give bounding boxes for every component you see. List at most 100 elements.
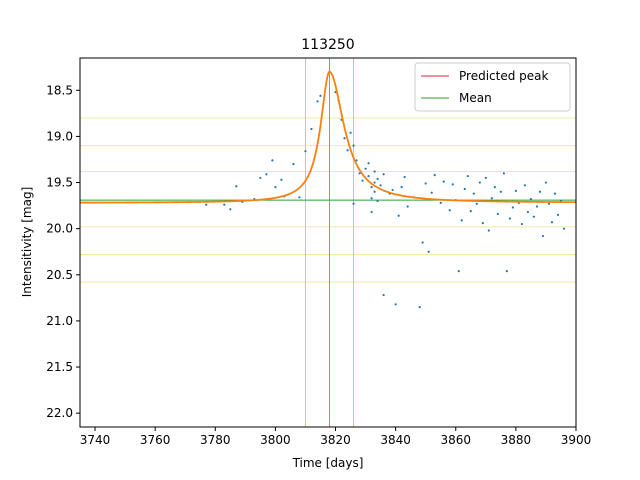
data-point: [364, 167, 367, 170]
plot-area: 3740 3760 3780 3800 3820 3840 3860 3880 3900 18.5…: [46, 57, 592, 447]
data-point: [541, 234, 545, 238]
data-point: [466, 174, 469, 178]
data-point: [448, 209, 451, 212]
data-point: [265, 173, 268, 176]
data-point: [397, 214, 400, 217]
data-point: [223, 203, 226, 206]
data-point: [496, 212, 499, 216]
x-tick-label: 3760: [140, 433, 171, 447]
y-tick-label: 19.5: [46, 176, 73, 190]
data-point: [418, 305, 421, 309]
data-point: [319, 94, 322, 97]
data-point: [310, 127, 313, 131]
data-point: [424, 182, 427, 185]
y-tick-label: 18.5: [46, 83, 73, 97]
data-point: [394, 303, 397, 306]
data-point: [460, 219, 463, 222]
data-point: [535, 205, 539, 208]
data-point: [298, 196, 301, 199]
data-point: [406, 205, 409, 208]
data-point: [508, 217, 511, 220]
legend: Predicted peak Mean: [414, 62, 571, 112]
data-point: [373, 181, 376, 184]
data-point: [343, 137, 346, 140]
x-tick-label: 3860: [440, 433, 471, 447]
data-point: [382, 293, 385, 297]
y-tick-label: 20.0: [46, 222, 73, 236]
legend-label-mean: Mean: [459, 91, 492, 105]
data-point: [514, 189, 517, 192]
x-tick-label: 3820: [320, 433, 351, 447]
data-point: [304, 150, 307, 153]
data-point: [346, 149, 349, 152]
data-point: [439, 201, 442, 204]
data-point: [475, 202, 478, 205]
x-tick-label: 3800: [260, 433, 291, 447]
data-point: [505, 269, 508, 273]
data-point: [529, 198, 533, 201]
data-point: [367, 174, 370, 178]
data-point: [403, 175, 406, 179]
y-tick-label: 21.5: [46, 360, 73, 374]
x-tick-label: 3780: [200, 433, 231, 447]
data-point: [427, 250, 430, 253]
data-point: [316, 100, 319, 103]
data-point: [400, 186, 403, 189]
data-point: [370, 210, 373, 214]
legend-box: [414, 62, 571, 112]
data-point: [376, 199, 379, 203]
data-point: [550, 221, 554, 224]
data-point: [520, 222, 523, 226]
data-point: [391, 188, 394, 192]
data-point: [376, 177, 379, 180]
data-point: [502, 172, 505, 175]
data-point: [457, 269, 460, 273]
data-point: [352, 202, 355, 205]
data-point: [235, 185, 238, 188]
legend-label-predicted-peak: Predicted peak: [459, 69, 549, 83]
data-point: [451, 183, 454, 186]
data-point: [379, 184, 382, 187]
data-point: [433, 174, 436, 177]
data-point: [430, 191, 433, 194]
data-point: [229, 208, 232, 211]
data-point: [205, 203, 208, 206]
data-point: [274, 186, 277, 189]
data-point: [358, 172, 361, 175]
data-point: [547, 202, 551, 205]
data-point: [373, 190, 376, 193]
data-point: [511, 206, 514, 209]
data-point: [493, 186, 496, 189]
data-point: [490, 197, 493, 200]
data-point: [352, 144, 355, 147]
data-point: [259, 176, 262, 180]
data-point: [370, 197, 373, 200]
data-point: [271, 159, 274, 162]
axes-frame: [79, 57, 577, 428]
data-point: [349, 131, 352, 134]
data-point: [556, 213, 560, 216]
data-point: [484, 176, 487, 180]
data-point: [292, 162, 295, 166]
data-point: [370, 186, 373, 189]
data-point: [463, 187, 466, 191]
x-tick-label: 3740: [80, 433, 111, 447]
data-point: [478, 181, 481, 184]
data-point: [544, 181, 548, 184]
data-point: [523, 184, 526, 187]
data-point: [421, 241, 424, 244]
data-point: [487, 229, 490, 232]
data-point: [469, 210, 472, 213]
data-point: [553, 192, 557, 195]
x-tick-label: 3880: [501, 433, 532, 447]
x-tick-label: 3900: [561, 433, 592, 447]
x-tick-label: 3840: [380, 433, 411, 447]
data-point: [472, 192, 475, 195]
data-point: [280, 178, 283, 181]
y-axis-label: Intensitivity [mag]: [20, 187, 34, 298]
data-point: [526, 210, 530, 214]
y-tick-label: 22.0: [46, 406, 73, 420]
fit-curve: [79, 70, 576, 204]
y-tick-label: 20.5: [46, 268, 73, 282]
data-point: [481, 222, 484, 225]
